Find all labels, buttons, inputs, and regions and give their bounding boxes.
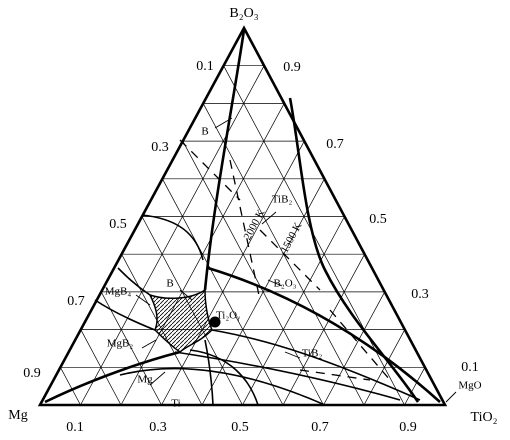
boundary [119, 367, 326, 406]
phase-label: Ti [171, 398, 180, 410]
grid-line [404, 367, 426, 406]
phase-label: B [166, 278, 173, 290]
axis-tick-label: 0.9 [283, 60, 301, 75]
axis-tick-label: 0.5 [369, 212, 387, 227]
axis-tick-label: 0.1 [196, 59, 214, 74]
phase-label: MgB₄ [105, 286, 132, 298]
phase-label: TiB₂ [272, 194, 293, 206]
vertex-label: Mg [8, 408, 27, 423]
phase-label: 1500 K [279, 220, 305, 255]
phase-label: TiB₂ [302, 348, 323, 360]
phase-label: Mg [137, 374, 153, 386]
boundary [94, 299, 156, 331]
axis-tick-label: 0.5 [231, 420, 249, 435]
grid-line [100, 291, 162, 406]
phase-label: 2000 K [242, 207, 268, 242]
phase-label: B₂O₃ [274, 278, 297, 290]
grid-line [60, 367, 81, 406]
boundary [211, 329, 421, 401]
isotherm [179, 139, 391, 381]
axis-tick-label: 0.7 [311, 420, 329, 435]
grid-line [161, 140, 305, 406]
boundary [203, 29, 246, 291]
boundary [117, 267, 151, 296]
composition-point [209, 316, 221, 328]
phase-label: B [201, 126, 208, 138]
vertex-label: TiO₂ [471, 410, 498, 425]
grid-line [80, 65, 265, 406]
grid-line [182, 140, 324, 406]
vertex-label: B₂O₃ [229, 6, 258, 21]
axis-tick-label: 0.3 [151, 140, 169, 155]
grid-line [323, 291, 386, 406]
boundary [174, 351, 401, 401]
boundary [288, 97, 420, 403]
axis-tick-label: 0.7 [326, 137, 344, 152]
boundary [204, 339, 214, 406]
boundary [207, 266, 441, 403]
grid-line [80, 329, 122, 406]
axis-tick-label: 0.7 [67, 294, 85, 309]
axis-tick-label: 0.9 [23, 366, 41, 381]
axis-tick-label: 0.3 [411, 287, 429, 302]
axis-tick-label: 0.5 [109, 217, 127, 232]
boundary [141, 214, 204, 261]
axis-tick-label: 0.1 [66, 420, 84, 435]
phase-label: Ti₂Oᵧ [216, 310, 240, 322]
pointer-arrow [135, 117, 457, 403]
boundary [44, 350, 181, 404]
boundary [189, 349, 259, 406]
axis-tick-label: 0.3 [149, 420, 167, 435]
phase-label: MgO [458, 380, 481, 392]
axis-tick-label: 0.9 [399, 420, 417, 435]
triangle-outline [37, 25, 448, 407]
grid-line [282, 254, 365, 406]
phase-label: MgB₂ [107, 338, 134, 350]
shaded-region [148, 288, 213, 353]
grid-line [242, 216, 345, 406]
axis-tick-label: 0.1 [461, 360, 479, 375]
